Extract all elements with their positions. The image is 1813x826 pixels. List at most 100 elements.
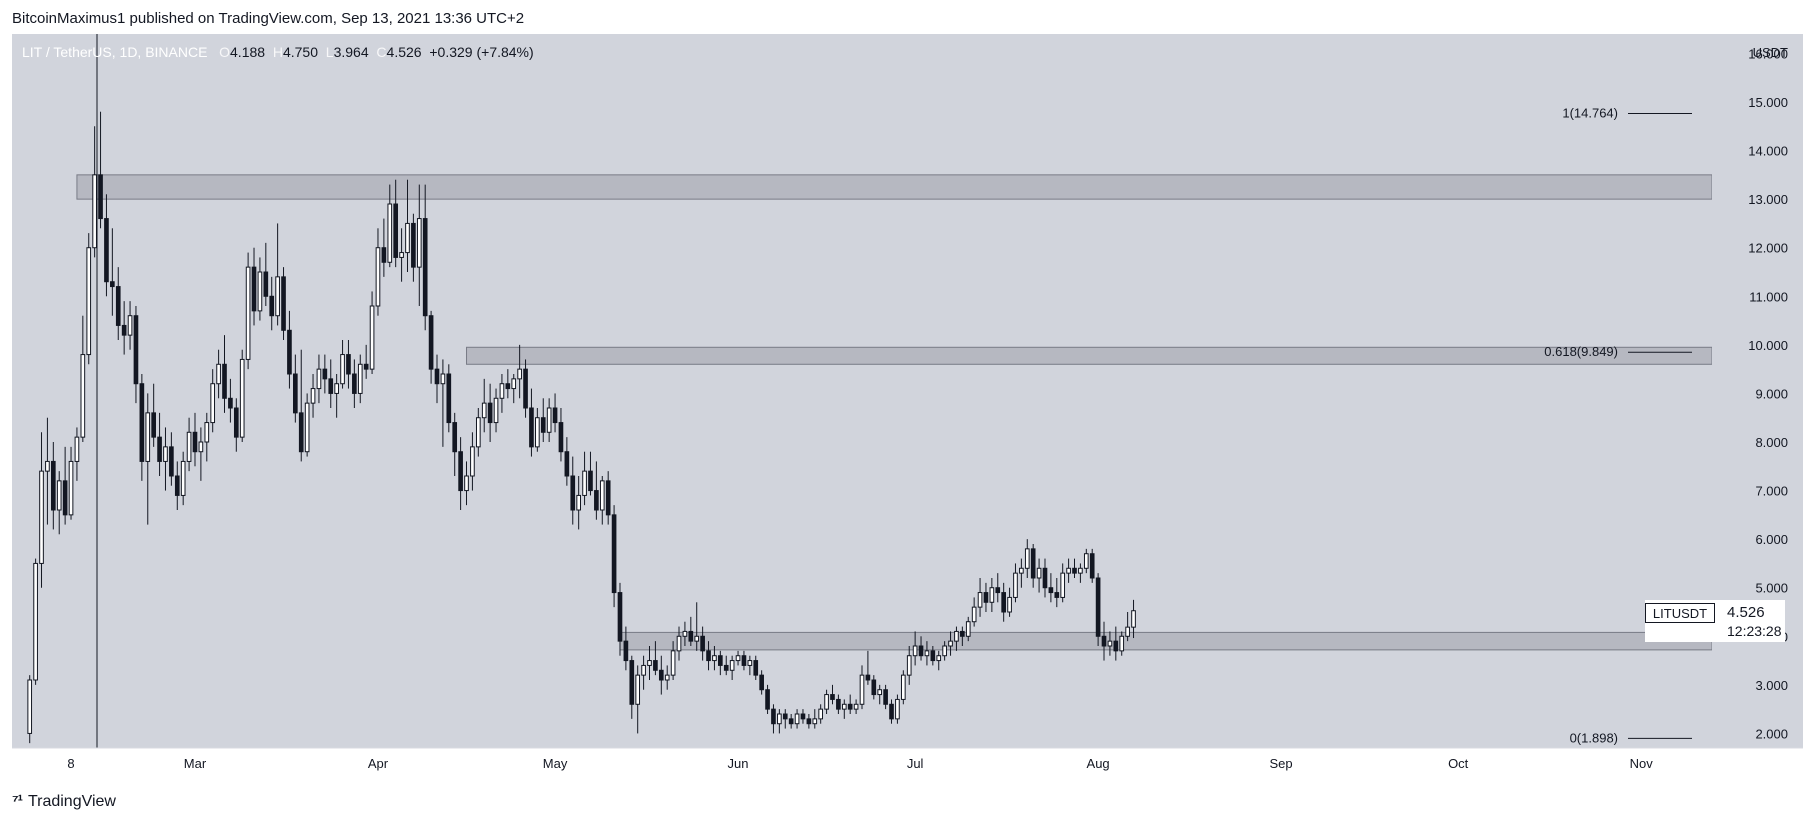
candle-down (983, 592, 989, 603)
legend-high-label: H (272, 44, 283, 60)
candle-down (847, 703, 853, 710)
candle-up (440, 373, 446, 385)
candle-down (1095, 577, 1101, 637)
candle-up (853, 703, 859, 710)
candle-up (239, 358, 245, 438)
candle-down (1089, 553, 1095, 579)
x-tick-label: May (543, 756, 568, 771)
candle-up (499, 383, 505, 399)
candle-up (989, 587, 995, 603)
candle-up (45, 460, 50, 472)
candle-up (257, 271, 263, 312)
y-tick-label: 15.000 (1748, 95, 1788, 110)
candle-up (747, 660, 753, 666)
candle-down (328, 378, 334, 394)
y-tick-label: 3.000 (1755, 678, 1788, 693)
candle-up (475, 417, 481, 448)
fib-label: 1(14.764) (1562, 105, 1618, 120)
candle-up (387, 203, 393, 263)
candle-up (511, 378, 517, 390)
candle-up (599, 480, 605, 511)
fib-label: 0(1.898) (1570, 730, 1618, 745)
candle-down (930, 650, 936, 662)
candle-down (723, 664, 729, 671)
candle-down (564, 451, 570, 477)
legend-change: +0.329 (+7.84%) (429, 44, 534, 60)
candle-up (877, 689, 883, 696)
candle-up (304, 402, 310, 453)
candle-down (458, 451, 463, 492)
candle-down (617, 592, 623, 642)
candle-up (1078, 567, 1083, 574)
candle-up (694, 635, 700, 642)
candle-up (895, 698, 900, 720)
candle-up (275, 276, 280, 317)
candle-up (493, 397, 499, 424)
candle-up (735, 655, 741, 662)
candle-up (375, 247, 381, 307)
candle-down (411, 222, 416, 268)
candle-up (576, 494, 581, 511)
candle-up (936, 655, 942, 662)
candle-up (1131, 610, 1136, 628)
candle-up (245, 266, 251, 360)
legend-low-label: L (325, 44, 334, 60)
ohlc-legend: LIT / TetherUS, 1D, BINANCE O4.188 H4.75… (22, 44, 534, 60)
candle-up (464, 475, 469, 492)
candle-down (865, 674, 871, 681)
candle-down (529, 407, 534, 448)
candle-up (900, 674, 906, 700)
candle-up (1125, 626, 1130, 637)
candle-up (310, 388, 316, 404)
candle-down (771, 708, 776, 725)
x-tick-label: Jul (907, 756, 924, 771)
candle-down (298, 412, 304, 453)
y-tick-label: 6.000 (1755, 532, 1788, 547)
candle-up (676, 635, 682, 652)
candle-up (942, 645, 947, 657)
candle-up (712, 655, 717, 662)
candle-down (62, 480, 68, 516)
x-tick-label: Apr (368, 756, 389, 771)
candle-up (127, 315, 133, 336)
candle-down (121, 324, 127, 336)
candle-down (594, 490, 599, 511)
candle-up (582, 470, 587, 496)
candle-down (287, 329, 292, 375)
candle-up (180, 460, 186, 496)
candle-up (1007, 596, 1012, 613)
tradingview-logo-icon: ⁷¹ (12, 793, 23, 810)
candle-down (192, 431, 198, 453)
publisher-line: BitcoinMaximus1 published on TradingView… (12, 10, 525, 27)
y-tick-label: 11.000 (1749, 289, 1788, 304)
candle-down (918, 645, 924, 657)
candle-down (151, 412, 156, 438)
candle-down (115, 286, 121, 326)
candle-down (269, 295, 275, 317)
candle-down (352, 373, 357, 394)
candle-down (222, 363, 227, 399)
candle-down (540, 417, 546, 433)
x-tick-label: 8 (67, 756, 74, 771)
candle-down (346, 354, 351, 375)
candle-down (611, 514, 617, 594)
candle-up (924, 650, 930, 657)
candle-up (977, 592, 983, 608)
candle-up (416, 218, 422, 268)
y-tick-label: 13.000 (1748, 192, 1788, 207)
candle-down (836, 698, 841, 710)
candle-up (399, 252, 404, 258)
price-tag-countdown: 12:23:28 (1727, 623, 1782, 639)
candle-down (800, 713, 806, 720)
candle-down (110, 281, 115, 288)
x-tick-label: Oct (1448, 756, 1469, 771)
candle-down (1101, 635, 1107, 647)
candle-down (753, 660, 759, 676)
candle-down (1001, 592, 1006, 613)
legend-high: 4.750 (282, 44, 319, 60)
candle-up (163, 446, 168, 462)
candle-down (995, 587, 1001, 594)
candle-down (281, 276, 286, 331)
legend-open-label: O (219, 44, 231, 60)
